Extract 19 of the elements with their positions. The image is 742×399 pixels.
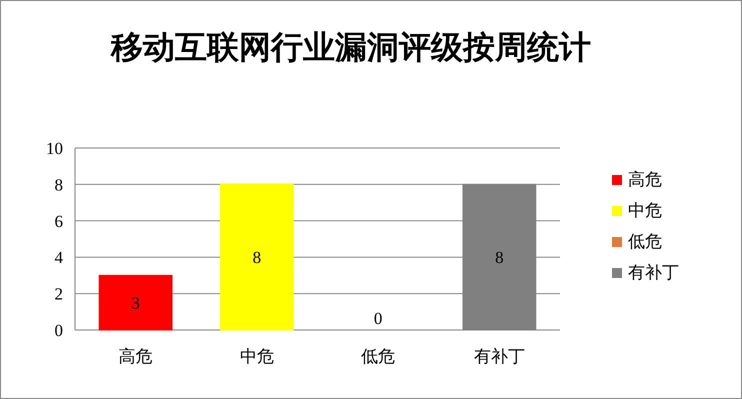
y-tick-label: 6 xyxy=(54,212,63,231)
chart-title: 移动互联网行业漏洞评级按周统计 xyxy=(110,28,591,66)
legend-label: 低危 xyxy=(628,232,662,251)
legend-label: 中危 xyxy=(628,201,662,220)
y-tick-label: 10 xyxy=(46,139,63,158)
data-label: 3 xyxy=(131,294,140,313)
y-tick-label: 2 xyxy=(54,284,63,304)
y-tick-label: 8 xyxy=(54,175,63,194)
x-tick-label: 中危 xyxy=(240,347,274,366)
y-tick-label: 0 xyxy=(54,321,63,340)
legend-label: 高危 xyxy=(628,170,662,189)
data-label: 8 xyxy=(495,248,504,268)
data-label: 8 xyxy=(252,248,262,268)
x-tick-label: 高危 xyxy=(118,347,153,366)
legend-label: 有补丁 xyxy=(628,263,679,282)
x-tick-label: 有补丁 xyxy=(474,347,525,366)
y-tick-label: 4 xyxy=(54,248,64,268)
data-label: 0 xyxy=(374,309,382,328)
x-tick-label: 低危 xyxy=(361,347,396,366)
